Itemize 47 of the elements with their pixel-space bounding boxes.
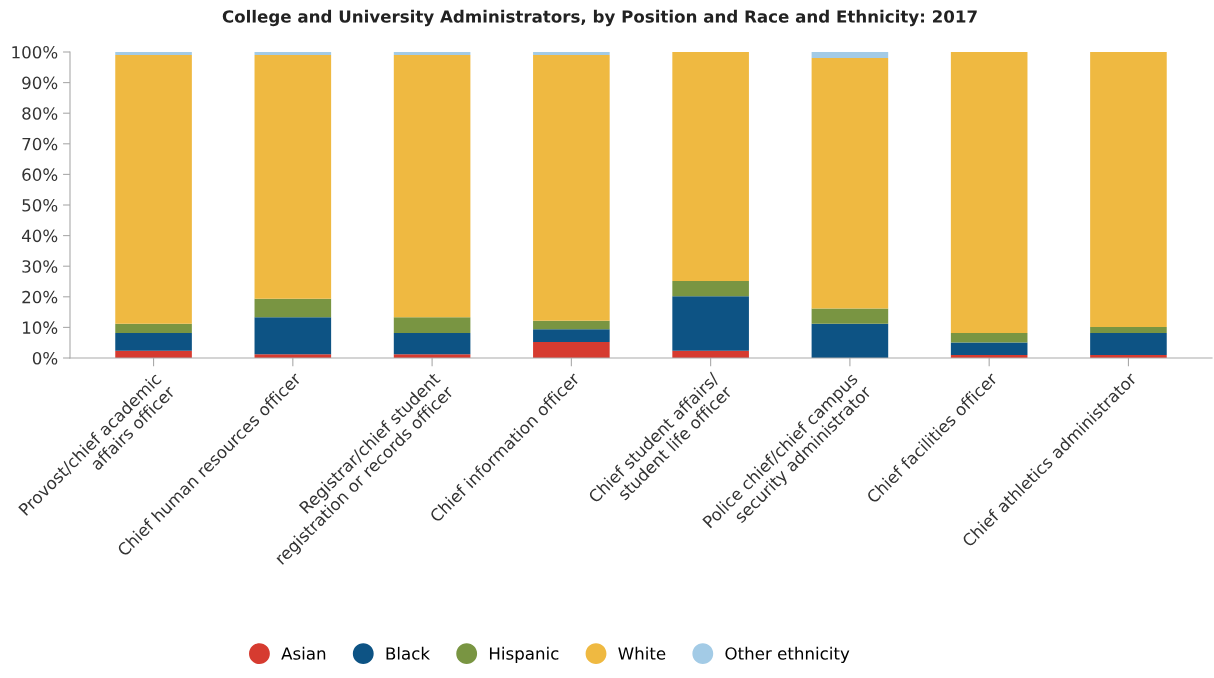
y-tick-label: 90% xyxy=(22,76,58,90)
bar xyxy=(672,296,749,351)
bar xyxy=(811,52,889,59)
bar xyxy=(393,55,471,318)
bar xyxy=(533,55,610,321)
bar xyxy=(533,329,610,343)
bar xyxy=(950,342,1028,355)
chart-title: College and University Administrators, by Position and Race and Ethnicity: 2017 xyxy=(222,9,977,27)
bar xyxy=(115,52,192,56)
y-tick-label: 40% xyxy=(21,229,58,243)
bar xyxy=(393,52,471,56)
bar xyxy=(115,323,192,333)
bar xyxy=(672,280,749,297)
y-tick-label: 30% xyxy=(22,260,58,273)
legend-label: Black xyxy=(386,646,430,660)
legend-label: White xyxy=(618,646,666,660)
bar xyxy=(811,58,889,309)
bar xyxy=(533,52,610,56)
bar xyxy=(1090,332,1167,355)
bar xyxy=(1090,52,1167,328)
bar xyxy=(254,55,332,299)
legend-label: Hispanic xyxy=(489,646,559,663)
legend-label: Asian xyxy=(281,646,326,660)
y-tick-label: 50% xyxy=(22,198,58,212)
y-tick-label: 70% xyxy=(22,137,58,151)
y-tick-label: 60% xyxy=(22,168,58,181)
bar xyxy=(533,342,610,358)
bar xyxy=(811,308,889,324)
bar xyxy=(1090,327,1167,333)
y-tick-label: 100% xyxy=(12,45,58,59)
bar xyxy=(254,298,332,318)
bar xyxy=(115,55,192,324)
y-tick-label: 80% xyxy=(22,107,58,120)
bar xyxy=(393,332,471,355)
bar xyxy=(254,52,332,56)
bar xyxy=(672,52,749,281)
legend-label: Other ethnicity xyxy=(725,646,850,663)
bar xyxy=(811,323,889,358)
bar xyxy=(115,332,192,351)
bar xyxy=(533,320,610,330)
y-tick-label: 10% xyxy=(22,321,58,334)
bar xyxy=(950,332,1028,343)
bar xyxy=(254,317,332,355)
bar xyxy=(950,52,1028,333)
y-tick-label: 20% xyxy=(22,290,58,304)
bar xyxy=(393,317,471,333)
y-tick-label: 0% xyxy=(32,351,58,365)
